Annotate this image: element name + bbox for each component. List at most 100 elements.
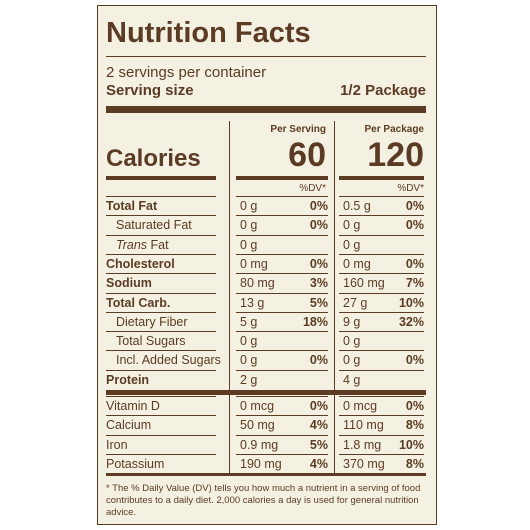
nutrition-label: Nutrition Facts 2 servings per container… <box>97 5 437 525</box>
nutrient-cell: 9 g 32% <box>339 311 424 331</box>
nutrient-cell: 0 g 0% <box>236 350 328 369</box>
amount: 4 g <box>343 372 361 387</box>
nutrient-row: Dietary Fiber <box>106 311 216 331</box>
nutrient-cell: 160 mg 7% <box>339 273 424 292</box>
amount: 0 g <box>343 218 361 233</box>
daily-value: 0% <box>309 256 328 271</box>
amount: 0 g <box>343 353 361 368</box>
daily-value: 4% <box>309 418 328 433</box>
calories-value: 120 <box>367 136 424 174</box>
daily-value: 4% <box>309 456 328 471</box>
nutrient-cell: 370 mg 8% <box>339 453 424 473</box>
amount: 0 g <box>240 218 258 233</box>
serving-size-label: Serving size <box>106 82 194 99</box>
nutrient-row: Total Carb. <box>106 292 216 312</box>
calories-value: 60 <box>288 136 326 174</box>
amount: 5 g <box>240 314 258 329</box>
nutrient-cell: 0 g 0% <box>339 350 424 369</box>
nutrient-cell: 4 g <box>339 369 424 389</box>
amount: 0 g <box>240 353 258 368</box>
amount: 27 g <box>343 295 368 310</box>
amount: 0 mg <box>343 256 371 271</box>
amount: 160 mg <box>343 276 385 291</box>
daily-value: 7% <box>405 276 424 291</box>
amount: 370 mg <box>343 456 385 471</box>
daily-value: 32% <box>398 314 424 329</box>
daily-value: 0% <box>309 353 328 368</box>
nutrient-cell: 0.9 mg 5% <box>236 434 328 454</box>
column-heading: Per Serving <box>270 124 326 135</box>
divider <box>339 176 424 180</box>
amount: 0.9 mg <box>240 437 279 452</box>
servings: 2 servings per container <box>106 64 267 81</box>
divider <box>106 176 216 180</box>
divider <box>236 176 328 180</box>
nutrient-label: Sodium <box>106 276 152 291</box>
daily-value: 0% <box>309 218 328 233</box>
nutrient-cell: 27 g 10% <box>339 292 424 312</box>
nutrient-cell: 0 g 0% <box>236 215 328 234</box>
nutrient-cell: 0.5 g 0% <box>339 196 424 215</box>
thick-divider <box>106 106 426 113</box>
nutrient-label-italic: Trans <box>116 237 148 252</box>
amount: 0.5 g <box>343 199 371 213</box>
nutrient-row: Total Fat <box>106 196 216 215</box>
nutrient-row: Saturated Fat <box>106 215 216 234</box>
divider <box>106 56 426 57</box>
daily-value: 3% <box>309 276 328 291</box>
daily-value: 10% <box>398 437 424 452</box>
amount: 110 mg <box>343 418 384 433</box>
nutrient-cell: 0 g 0% <box>339 215 424 234</box>
nutrient-cell: 0 mg 0% <box>339 253 424 273</box>
amount: 0 mcg <box>240 399 275 413</box>
nutrient-label: Vitamin D <box>106 399 160 413</box>
nutrient-row: Cholesterol <box>106 253 216 273</box>
amount: 0 mg <box>240 256 268 271</box>
nutrient-cell: 110 mg 8% <box>339 415 424 434</box>
nutrient-label: Incl. Added Sugars <box>116 353 221 368</box>
nutrient-label: Potassium <box>106 456 165 471</box>
nutrient-cell: 50 mg 4% <box>236 415 328 434</box>
column-rule <box>334 121 335 476</box>
dv-heading: %DV* <box>299 183 326 194</box>
daily-value: 10% <box>398 295 424 310</box>
daily-value: 0% <box>405 199 424 213</box>
nutrient-cell: 2 g <box>236 369 328 389</box>
nutrient-row: Trans Fat <box>106 234 216 254</box>
amount: 0 g <box>240 237 258 252</box>
nutrient-row: Total Sugars <box>106 331 216 350</box>
nutrient-row: Protein <box>106 369 216 389</box>
nutrient-cell: 0 mcg 0% <box>339 396 424 415</box>
nutrient-label: Dietary Fiber <box>116 314 188 329</box>
daily-value: 5% <box>309 295 328 310</box>
amount: 80 mg <box>240 276 275 291</box>
nutrient-label: Cholesterol <box>106 256 175 271</box>
daily-value: 8% <box>405 418 424 433</box>
amount: 0 mcg <box>343 399 378 413</box>
footnote: * The % Daily Value (DV) tells you how m… <box>106 483 421 518</box>
nutrient-cell: 0 g <box>236 331 328 350</box>
amount: 0 g <box>240 334 258 349</box>
daily-value: 0% <box>405 353 424 368</box>
nutrient-cell: 0 g <box>339 234 424 254</box>
amount: 1.8 mg <box>343 437 382 452</box>
nutrient-label: Iron <box>106 437 128 452</box>
amount: 190 mg <box>240 456 282 471</box>
daily-value: 0% <box>405 399 424 413</box>
nutrient-row: Sodium <box>106 273 216 292</box>
nutrient-label: Total Fat <box>106 199 158 213</box>
column-heading: Per Package <box>364 124 425 135</box>
nutrient-label: Total Sugars <box>116 334 186 349</box>
nutrient-label: Protein <box>106 372 150 387</box>
title: Nutrition Facts <box>106 17 311 49</box>
daily-value: 0% <box>405 218 424 233</box>
daily-value: 0% <box>405 256 424 271</box>
nutrient-row: Iron <box>106 434 216 454</box>
amount: 2 g <box>240 372 258 387</box>
daily-value: 5% <box>309 437 328 452</box>
dv-heading: %DV* <box>397 183 424 194</box>
nutrient-cell: 0 mg 0% <box>236 253 328 273</box>
nutrient-cell: 1.8 mg 10% <box>339 434 424 454</box>
amount: 0 g <box>240 199 258 213</box>
calories-label: Calories <box>106 145 201 172</box>
